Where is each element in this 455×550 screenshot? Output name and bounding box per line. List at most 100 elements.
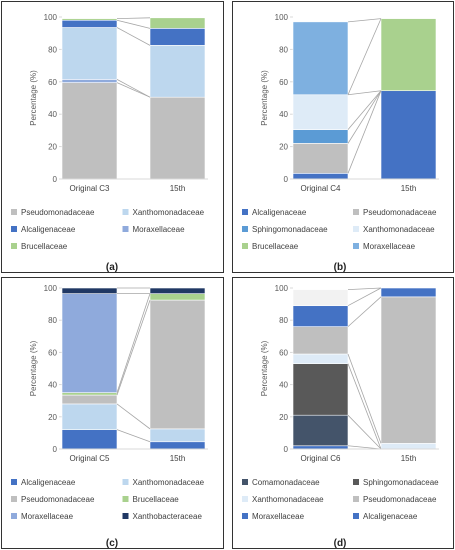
y-tick-label: 60 [279, 78, 288, 87]
bar-segment-alcaligenaceae [149, 28, 206, 46]
y-axis-label: Percentage (%) [29, 70, 38, 126]
bar-segment-brucellaceae [61, 18, 118, 21]
legend-entry: Xanthomonadaceae [133, 208, 205, 217]
y-tick-label: 20 [48, 413, 57, 422]
legend-swatch [353, 209, 359, 215]
series-connector [116, 82, 151, 98]
panel-label: (b) [334, 262, 347, 273]
legend-entry: Alcaligenaceae [21, 225, 76, 234]
y-tick-label: 80 [279, 316, 288, 325]
legend-swatch [242, 496, 248, 502]
x-tick-label: Original C6 [300, 454, 341, 463]
bar-segment-xanthomonadaceae [61, 403, 118, 430]
y-tick-label: 60 [48, 78, 57, 87]
legend-swatch [122, 479, 129, 485]
y-axis-label: Percentage (%) [260, 70, 269, 126]
legend-entry: Moraxellaceae [21, 512, 74, 521]
bar-segment-brucellaceae [149, 17, 206, 29]
bar-segment-pseudomonadaceae [61, 82, 118, 180]
y-tick-label: 100 [275, 284, 289, 293]
series-connector [347, 353, 382, 444]
bar-segment-xanthomonadaceae [292, 353, 349, 364]
series-connector [347, 90, 382, 174]
bar-segment-sphingomonadaceae [292, 363, 349, 416]
panel-border [1, 1, 224, 273]
bar-segment-xanthomonadaceae [292, 94, 349, 130]
legend-swatch [11, 479, 17, 485]
legend-swatch [122, 226, 129, 232]
legend-swatch [11, 513, 17, 519]
bar-segment-pseudomonadaceae [149, 299, 206, 430]
panel-label: (c) [106, 538, 118, 549]
legend-entry: Pseudomonadaceae [363, 208, 437, 217]
bar-segment-moraxellaceae [380, 287, 437, 298]
series-connector [347, 287, 382, 307]
panel-border [232, 1, 454, 273]
series-connector [347, 90, 382, 144]
legend-swatch [353, 243, 359, 249]
connector-lines [116, 17, 151, 180]
bar-segment-moraxellaceae [61, 293, 118, 393]
bar-segment-moraxellaceae [292, 21, 349, 96]
series-connector [347, 90, 382, 130]
x-tick-label: 15th [401, 454, 417, 463]
legend-swatch [122, 209, 129, 215]
x-tick-label: Original C4 [300, 184, 341, 193]
y-tick-label: 0 [53, 445, 58, 454]
y-tick-label: 80 [48, 316, 57, 325]
y-tick-label: 40 [48, 110, 57, 119]
connector-lines [347, 18, 382, 180]
series-connector [347, 445, 382, 450]
legend-entry: Moraxellaceae [133, 225, 186, 234]
bar-segment-xanthomonadaceae [149, 428, 206, 443]
legend-swatch [11, 243, 17, 249]
legend-swatch [353, 226, 359, 232]
panel-label: (a) [106, 262, 118, 273]
bar-segment-xanthobacteraceae [61, 287, 118, 294]
series-connector [347, 18, 382, 95]
series-connector [116, 27, 151, 46]
chart-panel-3: 0 20 40 60 80 100 Percentage (%) Original C5 15t… [1, 277, 224, 549]
bar-segment-moraxellaceae [292, 305, 349, 327]
legend-swatch [353, 513, 359, 519]
legend-entry: Pseudomonadaceae [363, 495, 437, 504]
legend-swatch [11, 226, 17, 232]
y-axis-label: Percentage (%) [260, 340, 269, 396]
bar-segment-alcaligenaceae [380, 90, 437, 180]
y-tick-label: 0 [284, 445, 289, 454]
x-tick-label: Original C3 [69, 184, 110, 193]
bar-segment-xanthomonadaceae [61, 27, 118, 80]
bar-segment-comamonadaceae [292, 414, 349, 447]
panel-border [232, 277, 454, 549]
x-tick-label: 15th [401, 184, 417, 193]
legend-entry: Sphingomonadaceae [252, 225, 328, 234]
y-tick-label: 20 [279, 143, 288, 152]
bar-segment-xanthomonadaceae [380, 443, 437, 450]
x-tick-label: 15th [170, 184, 186, 193]
y-tick-label: 40 [48, 381, 57, 390]
legend-entry: Brucellaceae [21, 242, 68, 251]
y-tick-label: 100 [44, 284, 58, 293]
x-tick-label: Original C5 [69, 454, 110, 463]
legend-swatch [122, 496, 129, 502]
bar-segment-pseudomonadaceae [292, 326, 349, 355]
bar-segment-xanthomonadaceae [149, 45, 206, 98]
panel-label: (d) [334, 538, 347, 549]
series-connector [116, 293, 151, 393]
y-tick-label: 60 [279, 348, 288, 357]
series-connector [116, 429, 151, 443]
chart-panel-1: 0 20 40 60 80 100 Percentage (%) Original C3 15t… [1, 1, 224, 273]
legend-swatch [242, 226, 248, 232]
legend-entry: Sphingomonadaceae [363, 478, 439, 487]
series-connector [347, 287, 382, 291]
legend-entry: Xanthomonadaceae [363, 225, 435, 234]
connector-lines [116, 287, 151, 450]
bar-segment-sphingomonadaceae [292, 129, 349, 144]
bar-segment-pseudomonadaceae [149, 96, 206, 180]
bar-segment-brucellaceae [61, 392, 118, 396]
series-connector [347, 90, 382, 96]
bar-segment-brucellaceae [380, 18, 437, 92]
y-tick-label: 20 [279, 413, 288, 422]
chart-panel-2: 0 20 40 60 80 100 Percentage (%) Original C4 15t… [232, 1, 454, 273]
x-tick-label: 15th [170, 454, 186, 463]
